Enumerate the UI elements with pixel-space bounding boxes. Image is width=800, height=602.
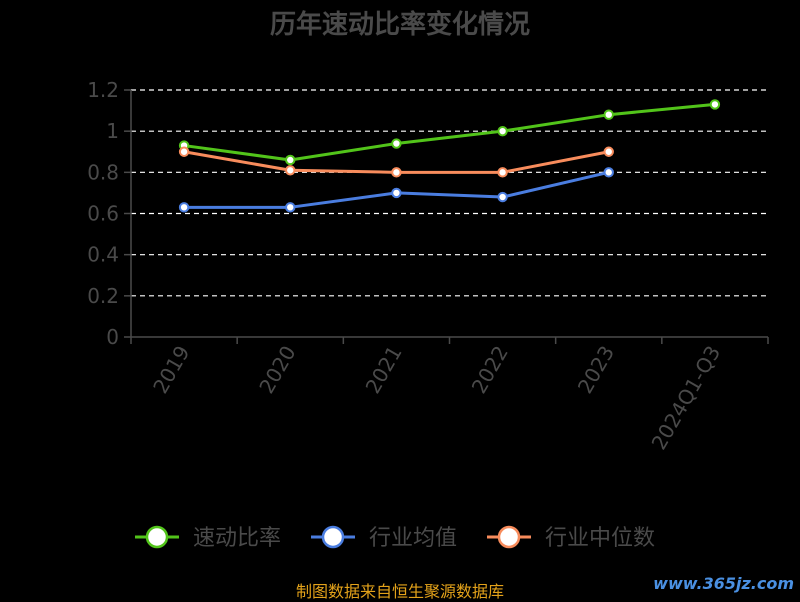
legend-item[interactable]: 行业均值	[311, 525, 457, 551]
data-point[interactable]	[391, 167, 402, 178]
legend-label: 速动比率	[193, 526, 281, 551]
series-line	[182, 102, 717, 162]
y-tick-label: 1.2	[87, 78, 119, 102]
legend-item[interactable]: 速动比率	[135, 525, 281, 551]
x-tick-label: 2020	[254, 342, 300, 398]
legend-label: 行业中位数	[545, 526, 655, 551]
y-tick-label: 0.6	[87, 202, 119, 226]
x-tick-label: 2023	[573, 342, 619, 398]
y-tick-label: 0.2	[87, 284, 119, 308]
x-tick-label: 2021	[361, 342, 407, 398]
watermark: www.365jz.com	[653, 574, 794, 593]
series-lines	[178, 99, 721, 213]
data-point[interactable]	[178, 202, 190, 213]
data-point[interactable]	[285, 154, 296, 166]
y-tick-label: 0	[106, 325, 119, 349]
source-note: 制图数据来自恒生聚源数据库	[295, 582, 504, 601]
y-tick-label: 1	[106, 119, 119, 143]
x-tick-labels: 2019 2020 2021 2022 2023 2024Q1-Q3	[148, 342, 725, 454]
data-point[interactable]	[285, 202, 296, 213]
x-tick-label: 2019	[148, 342, 194, 398]
y-tick-label: 0.8	[87, 160, 119, 184]
data-point[interactable]	[497, 125, 508, 137]
data-point[interactable]	[391, 187, 402, 199]
legend-marker	[321, 525, 345, 549]
data-point[interactable]	[603, 146, 614, 157]
chart-title: 历年速动比率变化情况	[270, 9, 530, 40]
x-tick-label: 2024Q1-Q3	[647, 342, 726, 454]
legend-marker	[145, 525, 169, 549]
grid-lines	[131, 89, 768, 297]
data-point[interactable]	[391, 138, 402, 149]
legend[interactable]: 速动比率 行业均值 行业中位数	[135, 525, 655, 551]
legend-label: 行业均值	[369, 526, 457, 551]
legend-marker	[497, 525, 521, 549]
y-tick-labels: 0 0.2 0.4 0.6 0.8 1 1.2	[87, 78, 119, 349]
data-point[interactable]	[603, 109, 614, 120]
data-point[interactable]	[285, 165, 296, 176]
data-point[interactable]	[178, 146, 190, 157]
y-tick-label: 0.4	[87, 243, 119, 267]
data-point[interactable]	[497, 191, 508, 203]
legend-item[interactable]: 行业中位数	[487, 525, 655, 551]
data-point[interactable]	[497, 167, 508, 178]
data-point[interactable]	[709, 99, 721, 110]
axes	[124, 89, 769, 344]
x-tick-label: 2022	[467, 342, 513, 398]
data-point[interactable]	[603, 167, 614, 178]
